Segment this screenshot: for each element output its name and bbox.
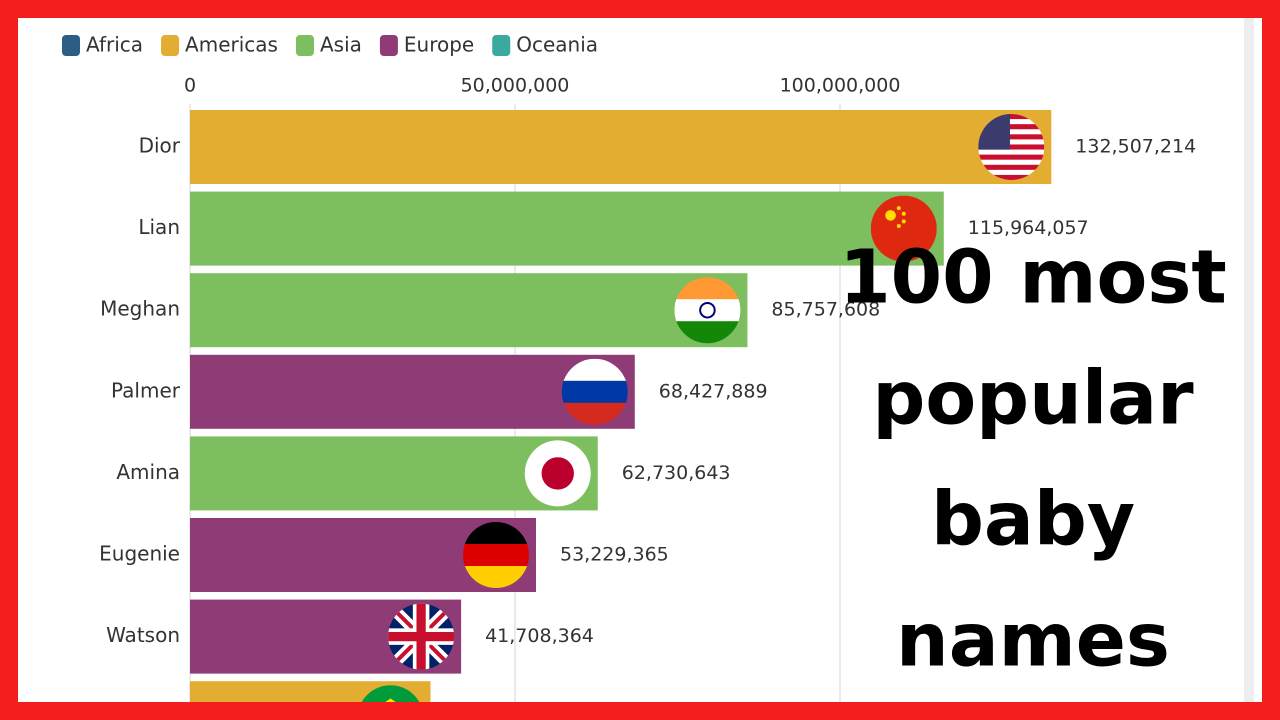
- flag-icon: [978, 114, 1045, 180]
- value-label: 68,427,889: [659, 380, 768, 402]
- flag-part: [416, 603, 426, 670]
- value-label: 132,507,214: [1075, 136, 1196, 158]
- scrollbar: [1244, 18, 1254, 702]
- flag-part: [462, 522, 529, 545]
- bar: [190, 110, 1052, 184]
- value-label: 41,708,364: [485, 625, 594, 647]
- flag-part: [870, 195, 937, 262]
- value-label: 62,730,643: [622, 462, 731, 484]
- x-tick-label: 50,000,000: [461, 75, 570, 97]
- y-tick-label: Dior: [139, 134, 181, 158]
- annotation-text: names: [896, 598, 1170, 684]
- flag-part: [561, 358, 628, 382]
- flag-part: [978, 134, 1045, 140]
- flag-part: [674, 299, 741, 322]
- flag-part: [885, 210, 896, 221]
- value-label: 115,964,057: [968, 217, 1089, 239]
- x-tick-label: 0: [184, 75, 196, 97]
- flag-part: [561, 380, 628, 404]
- legend-swatch: [62, 35, 80, 56]
- flag-icon: [462, 522, 529, 588]
- flag-part: [674, 321, 741, 344]
- legend-swatch: [295, 35, 314, 56]
- y-tick-label: Amina: [116, 460, 180, 484]
- flag-icon: [674, 277, 741, 344]
- flag-part: [978, 124, 1045, 130]
- bar: [190, 354, 635, 429]
- annotation-text: popular: [872, 356, 1194, 442]
- y-tick-label: Meghan: [100, 297, 180, 321]
- legend-label: Asia: [320, 33, 362, 57]
- legend-label: Oceania: [516, 33, 598, 57]
- legend-label: Europe: [404, 33, 474, 57]
- value-label: 53,229,365: [560, 544, 669, 566]
- flag-part: [901, 211, 906, 216]
- annotation-text: baby: [931, 477, 1135, 563]
- flag-icon: [388, 603, 455, 670]
- flag-icon: [530, 446, 585, 501]
- flag-part: [978, 174, 1045, 180]
- y-tick-label: Lian: [138, 215, 180, 239]
- y-tick-label: Palmer: [111, 378, 181, 402]
- y-tick-label: Eugenie: [99, 542, 180, 566]
- flag-part: [462, 566, 529, 588]
- flag-part: [674, 277, 741, 300]
- flag-part: [561, 402, 628, 425]
- value-label: 85,757,608: [771, 299, 880, 321]
- flag-icon: [561, 358, 628, 425]
- flag-part: [978, 154, 1045, 160]
- bar: [190, 273, 748, 348]
- flag-part: [978, 164, 1045, 170]
- y-tick-label: Watson: [106, 623, 180, 647]
- flag-part: [896, 223, 901, 228]
- legend-label: Americas: [185, 33, 278, 57]
- annotation-text: 100 most: [839, 235, 1227, 321]
- x-tick-label: 100,000,000: [780, 75, 901, 97]
- flag-part: [699, 301, 716, 319]
- legend-swatch: [379, 35, 398, 56]
- flag-part: [541, 457, 574, 490]
- flag-part: [896, 206, 901, 211]
- flag-icon: [870, 195, 937, 262]
- flag-part: [901, 219, 906, 224]
- flag-part: [978, 144, 1045, 150]
- flag-part: [462, 544, 529, 567]
- legend-swatch: [492, 35, 511, 56]
- flag-part: [978, 114, 1045, 120]
- legend-swatch: [161, 35, 180, 56]
- legend-label: Africa: [86, 33, 143, 57]
- bar: [190, 191, 944, 266]
